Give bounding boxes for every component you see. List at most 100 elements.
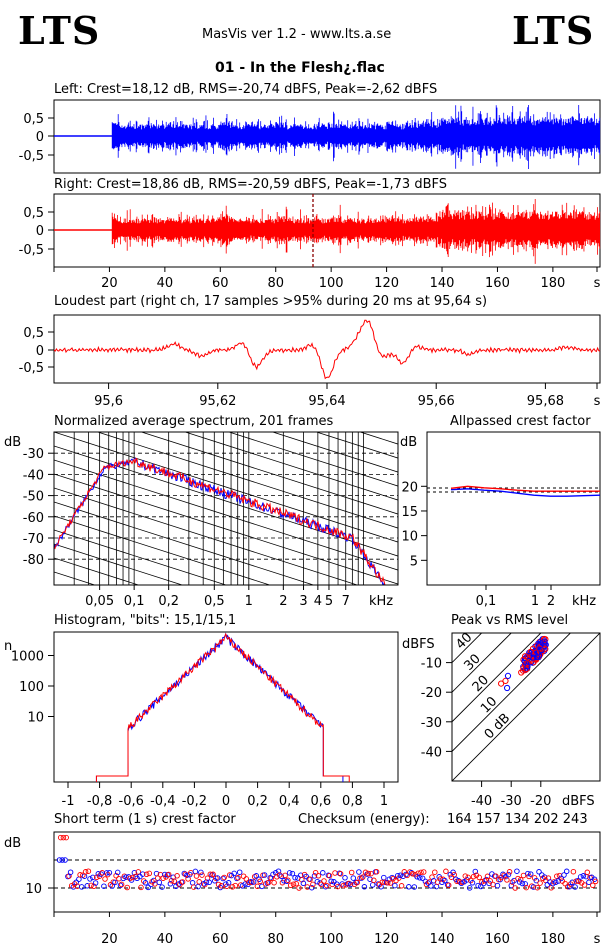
gridline-slope — [183, 432, 398, 501]
scatter-point — [278, 873, 285, 879]
scatter-point — [112, 879, 118, 886]
scatter-point — [541, 638, 548, 645]
scatter-point — [414, 874, 420, 880]
scatter-point — [415, 870, 421, 876]
short-crest-ylabel: dB — [4, 836, 21, 851]
scatter-point — [534, 884, 541, 891]
scatter-point — [214, 875, 221, 881]
xaxis-tick-label: 0,4 — [279, 794, 300, 809]
scatter-point — [206, 879, 212, 886]
scatter-point — [428, 883, 434, 889]
scatter-point — [165, 871, 172, 878]
scatter-point — [505, 871, 512, 878]
histogram-left-series — [95, 632, 344, 782]
scatter-point — [361, 884, 368, 890]
scatter-point — [139, 871, 146, 877]
scatter-point — [398, 883, 405, 889]
scatter-point — [76, 876, 82, 882]
scatter-point — [544, 882, 551, 888]
right-ytick-label: 0,5 — [23, 206, 44, 221]
scatter-point — [396, 875, 402, 881]
scatter-point — [581, 882, 588, 888]
xaxis-tick-label: 0,05 — [85, 594, 114, 609]
scatter-point — [520, 872, 527, 879]
diagonal-label: 40 — [453, 630, 475, 652]
xaxis-tick-label: -30 — [501, 794, 522, 809]
scatter-point — [142, 880, 149, 886]
scatter-point — [527, 871, 534, 877]
scatter-point — [73, 879, 79, 886]
peak-rms-yaxis: -10 -20 -30 -40 — [421, 657, 452, 760]
scatter-point — [109, 883, 115, 889]
scatter-point — [570, 868, 577, 875]
scatter-point — [134, 875, 140, 882]
scatter-point — [515, 875, 521, 882]
scatter-point — [200, 881, 207, 887]
xaxis-tick-label: 80 — [267, 932, 284, 946]
scatter-point — [265, 879, 272, 886]
diagonal-label: 30 — [461, 651, 483, 673]
yaxis-tick-label: 5 — [410, 554, 418, 569]
gridline-slope — [54, 473, 398, 585]
scatter-point — [339, 881, 345, 887]
scatter-point — [566, 883, 573, 890]
scatter-point — [504, 877, 510, 883]
xaxis-tick-label: 0 — [222, 794, 230, 809]
scatter-point — [285, 877, 291, 883]
scatter-point — [522, 881, 528, 887]
yaxis-tick-label: -20 — [421, 686, 442, 701]
xaxis-tick-label: 1 — [531, 594, 539, 609]
xaxis-tick-label: 20 — [101, 276, 118, 291]
diagonal-label: 10 — [478, 694, 500, 716]
diagonal-line — [452, 633, 600, 781]
scatter-point — [220, 875, 226, 882]
scatter-point — [326, 872, 333, 879]
scatter-point — [442, 877, 448, 884]
spectrum-xlabel: kHz — [369, 594, 393, 609]
scatter-point — [292, 874, 298, 881]
scatter-point — [196, 879, 202, 885]
xaxis-tick-label: 0,8 — [342, 794, 363, 809]
scatter-point — [524, 660, 531, 667]
gridline-slope — [54, 487, 359, 585]
scatter-point — [145, 884, 151, 891]
gridline-slope — [54, 445, 398, 557]
scatter-point — [250, 879, 257, 885]
scatter-point — [203, 879, 210, 885]
gridline-slope — [96, 432, 398, 529]
xaxis-tick-label: 2 — [547, 594, 555, 609]
scatter-point — [552, 879, 559, 886]
right-ytick-label: 0 — [36, 224, 44, 239]
xaxis-tick-label: 95,6 — [94, 394, 123, 409]
scatter-point — [210, 871, 216, 878]
gridline-slope — [315, 432, 398, 459]
scatter-point — [470, 873, 477, 880]
scatter-point — [476, 874, 482, 881]
scatter-point — [419, 875, 426, 881]
scatter-point — [231, 870, 237, 877]
histogram-title: Histogram, "bits": 15,1/15,1 — [54, 613, 237, 628]
diagonal-line — [452, 633, 482, 663]
scatter-point — [281, 878, 287, 884]
xaxis-tick-label: 20 — [101, 932, 118, 946]
scatter-point — [580, 873, 587, 879]
scatter-point — [138, 884, 144, 891]
scatter-point — [70, 884, 77, 890]
scatter-point — [193, 873, 200, 879]
gridline-slope — [54, 515, 271, 585]
scatter-point — [128, 877, 135, 883]
gridline-slope — [54, 529, 228, 585]
scatter-point — [235, 875, 241, 881]
gridline-slope — [54, 278, 398, 388]
scatter-point — [67, 869, 74, 875]
scatter-point — [389, 874, 395, 881]
xaxis-tick-label: -0,6 — [119, 794, 144, 809]
scatter-point — [167, 881, 174, 887]
yaxis-tick-label: -50 — [23, 490, 44, 505]
scatter-point — [439, 879, 445, 886]
left-ytick-label: 0 — [36, 130, 44, 145]
xaxis-unit-label: s — [594, 932, 601, 946]
scatter-point — [342, 875, 348, 881]
logo-left: LTS — [18, 8, 101, 53]
